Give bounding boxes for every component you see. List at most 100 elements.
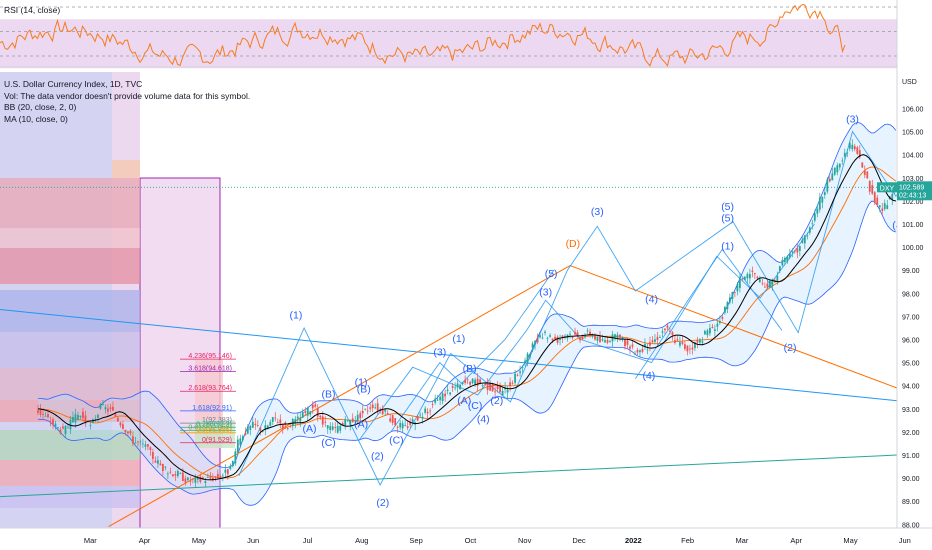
last-price-value: 102.589 <box>899 184 924 191</box>
candle-body <box>421 416 424 419</box>
candle-body <box>386 413 389 415</box>
candle-body <box>264 425 267 430</box>
time-tick-label: Mar <box>84 536 97 545</box>
candle-body <box>159 463 162 466</box>
candle-body <box>846 152 849 154</box>
candle-body <box>216 473 219 478</box>
candle-body <box>516 374 519 376</box>
candle-body <box>559 338 561 340</box>
time-tick-label: May <box>192 536 206 545</box>
symbol-title[interactable]: U.S. Dollar Currency Index, 1D, TVC <box>4 79 143 89</box>
candle-body <box>369 407 372 409</box>
candle-body <box>77 414 79 421</box>
candle-body <box>59 429 62 434</box>
bb-indicator-label[interactable]: BB (20, close, 2, 0) <box>4 102 77 112</box>
wave-label: (C) <box>468 400 483 412</box>
wave-label: (A) <box>457 395 471 407</box>
price-tick-label: 92.00 <box>902 430 920 437</box>
candle-body <box>671 332 674 336</box>
candle-body <box>669 330 671 332</box>
candle-body <box>619 334 621 338</box>
wave-label: (3) <box>433 347 446 359</box>
wave-label: (B) <box>357 384 371 396</box>
zone-band-4 <box>0 332 140 368</box>
candle-body <box>609 341 611 343</box>
candle-body <box>679 342 681 346</box>
moving-average <box>37 154 897 481</box>
fib-label: 2.618(93.764) <box>188 385 232 392</box>
candle-body <box>768 280 771 288</box>
candle-body <box>751 270 754 272</box>
candle-body <box>591 335 594 337</box>
candle-body <box>274 417 277 419</box>
wave-path-2 <box>390 269 555 433</box>
ma-indicator-label[interactable]: MA (10, close, 0) <box>4 113 68 124</box>
time-tick-label: Dec <box>572 536 586 545</box>
price-tick-label: 102.00 <box>902 199 924 206</box>
candle-body <box>206 477 209 478</box>
candle-body <box>144 444 147 447</box>
candle-body <box>738 277 741 289</box>
candle-body <box>249 425 252 430</box>
candle-body <box>376 403 379 411</box>
candle-body <box>74 414 77 423</box>
candle-body <box>344 419 347 426</box>
wave-path-1 <box>358 223 815 442</box>
candle-body <box>246 426 249 434</box>
candle-body <box>501 390 504 396</box>
candle-body <box>601 339 604 341</box>
fib-label: 4.236(95.146) <box>188 353 232 360</box>
candle-body <box>439 396 442 401</box>
candle-body <box>511 382 514 384</box>
candle-body <box>346 419 349 421</box>
candle-body <box>659 337 661 338</box>
trendline-orange-down <box>569 265 898 389</box>
candle-body <box>102 403 104 405</box>
candle-body <box>629 346 631 349</box>
candle-body <box>766 283 769 288</box>
candle-body <box>72 416 74 423</box>
wave-label: (2) <box>371 451 384 463</box>
candle-body <box>214 476 217 478</box>
candle-body <box>122 424 124 430</box>
candle-body <box>299 417 302 422</box>
candle-body <box>718 321 721 323</box>
candle-body <box>856 147 859 154</box>
candle-body <box>396 426 399 428</box>
candle-body <box>261 430 264 432</box>
candle-body <box>554 336 556 340</box>
candle-body <box>514 373 516 383</box>
candle-body <box>209 476 212 479</box>
zone-violet-box <box>140 178 220 528</box>
candle-body <box>132 436 134 444</box>
candle-body <box>731 291 734 300</box>
candle-body <box>641 348 644 352</box>
candle-body <box>728 297 731 303</box>
candle-body <box>723 306 726 313</box>
candle-body <box>319 415 322 418</box>
candle-body <box>639 350 641 353</box>
candle-body <box>336 426 339 433</box>
candle-body <box>531 343 534 348</box>
candle-body <box>876 197 879 205</box>
price-tick-label: 90.00 <box>902 476 920 483</box>
candle-body <box>866 171 869 179</box>
candle-body <box>456 383 459 388</box>
candle-body <box>781 260 784 266</box>
candle-body <box>519 371 521 374</box>
wave-label: (5) <box>721 213 734 225</box>
wave-label: (A) <box>354 418 368 430</box>
symbol-tag-label: DXY <box>880 185 895 192</box>
candle-body <box>54 423 57 427</box>
candle-body <box>861 162 864 168</box>
wave-label: (1) <box>721 240 734 252</box>
candle-body <box>454 387 457 389</box>
candle-body <box>62 426 64 429</box>
candle-body <box>451 386 454 388</box>
candle-body <box>616 334 619 338</box>
candle-body <box>446 389 449 392</box>
candle-body <box>114 413 117 417</box>
price-tick-label: 93.00 <box>902 407 920 414</box>
candle-body <box>391 415 394 423</box>
